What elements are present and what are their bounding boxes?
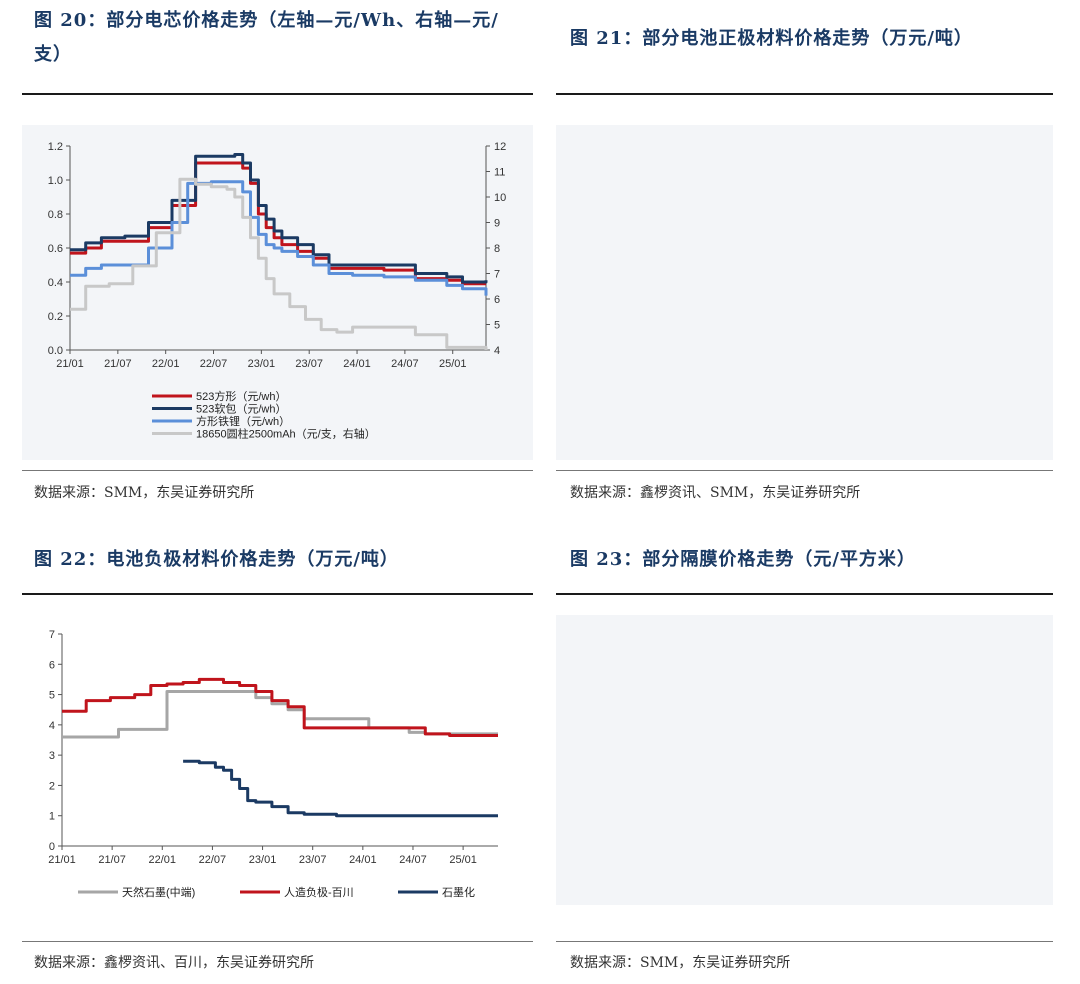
f20-legend-label: 方形铁锂（元/wh） [196,414,290,428]
figure-23-panel [556,615,1053,905]
f20-y2-tick-label: 11 [494,167,505,179]
f20-x-tick-label: 24/07 [391,358,419,370]
f20-y2-tick-label: 10 [494,192,506,204]
f20-legend-label: 523方形（元/wh） [196,389,286,403]
figure-23-source: 数据来源：SMM，东吴证券研究所 [570,955,791,971]
figure-23-top-rule [556,593,1053,595]
f20-y2-tick-label: 5 [494,320,500,332]
figure-22-bottom-rule [22,941,533,942]
f20-legend-label: 523软包（元/wh） [196,402,286,416]
f22-x-tick-label: 22/01 [149,854,177,866]
figure-20-bottom-rule [22,470,533,471]
f22-x-tick-label: 21/07 [98,854,126,866]
f22-y-tick-label: 0 [49,841,55,853]
f22-y-tick-label: 1 [49,811,55,823]
f20-y2-tick-label: 9 [494,218,500,230]
f20-x-tick-label: 21/01 [56,358,84,370]
f20-y-tick-label: 0.4 [48,277,63,289]
f20-y2-tick-label: 7 [494,269,500,281]
figure-21-bottom-rule [556,470,1053,471]
f22-legend-label: 人造负极-百川 [284,885,354,899]
f22-series-2 [183,759,498,818]
figure-21-top-rule [556,93,1053,95]
f22-x-tick-label: 25/01 [449,854,477,866]
f20-y2-tick-label: 4 [494,345,500,357]
f20-y-tick-label: 0.0 [48,345,63,357]
f20-x-tick-label: 21/07 [104,358,132,370]
f22-x-tick-label: 23/01 [249,854,277,866]
f20-y-tick-label: 0.8 [48,209,63,221]
figure-22-source: 数据来源：鑫椤资讯、百川，东吴证券研究所 [34,955,314,971]
f20-series-3 [70,177,488,350]
f22-legend-label: 石墨化 [442,885,475,899]
f20-x-tick-label: 25/01 [439,358,467,370]
f22-y-tick-label: 4 [49,720,55,732]
f22-series-0 [62,690,498,739]
figure-20-source: 数据来源：SMM，东吴证券研究所 [34,485,255,501]
figure-22-title: 图 22：电池负极材料价格走势（万元/吨） [34,549,399,570]
f20-series-1 [70,153,488,284]
f22-y-tick-label: 5 [49,690,55,702]
f20-y-tick-label: 1.2 [48,141,63,153]
f22-y-tick-label: 2 [49,780,55,792]
f22-x-tick-label: 21/01 [48,854,76,866]
f20-x-tick-label: 24/01 [343,358,371,370]
figure-21-panel [556,125,1053,460]
f22-y-tick-label: 3 [49,750,55,762]
figure-23-bottom-rule [556,941,1053,942]
f22-x-tick-label: 23/07 [299,854,327,866]
f22-x-tick-label: 24/01 [349,854,377,866]
f20-y2-tick-label: 12 [494,141,506,153]
f20-y-tick-label: 0.2 [48,311,63,323]
f22-legend-label: 天然石墨(中端) [122,885,195,899]
f22-series-1 [62,677,498,737]
figure-23-title: 图 23：部分隔膜价格走势（元/平方米） [570,549,916,570]
f20-x-tick-label: 23/01 [248,358,276,370]
f22-x-tick-label: 22/07 [199,854,227,866]
f20-legend-label: 18650圆柱2500mAh（元/支，右轴） [196,427,376,441]
f20-y2-tick-label: 8 [494,243,500,255]
f20-x-tick-label: 22/01 [152,358,180,370]
figure-21-source: 数据来源：鑫椤资讯、SMM，东吴证券研究所 [570,485,861,501]
f20-y2-tick-label: 6 [494,294,500,306]
figure-20-title: 图 20：部分电芯价格走势（左轴—元/Wh、右轴—元/ 支） [34,10,499,65]
f22-y-tick-label: 7 [49,629,55,641]
f20-x-tick-label: 22/07 [200,358,228,370]
figure-21-title: 图 21：部分电池正极材料价格走势（万元/吨） [570,28,973,49]
f20-y-tick-label: 1.0 [48,175,63,187]
f22-x-tick-label: 24/07 [399,854,427,866]
figure-22-top-rule [22,593,533,595]
f20-y-tick-label: 0.6 [48,243,63,255]
f20-x-tick-label: 23/07 [295,358,323,370]
figure-20-top-rule [22,93,533,95]
f22-y-tick-label: 6 [49,659,55,671]
